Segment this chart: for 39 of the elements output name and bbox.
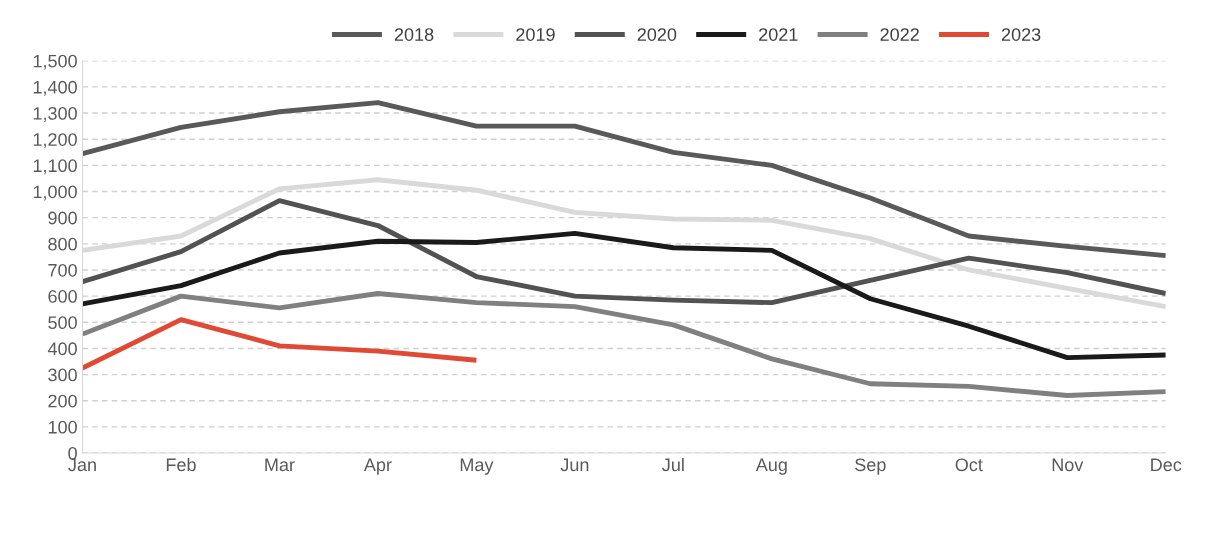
x-tick-label: Apr xyxy=(363,458,392,475)
y-tick-label: 600 xyxy=(48,290,77,303)
x-tick-label: Jul xyxy=(662,457,684,472)
y-tick-label: 1,200 xyxy=(33,133,77,149)
y-tick-label: 900 xyxy=(48,211,77,225)
x-tick-label: Jan xyxy=(68,458,96,472)
y-tick-label: 1,000 xyxy=(33,185,77,201)
y-tick-label: 0 xyxy=(68,446,77,460)
x-tick-label: Mar xyxy=(265,458,295,472)
y-tick-label: 100 xyxy=(48,420,77,434)
x-tick-label: Dec xyxy=(1151,458,1182,472)
x-tick-label: Jun xyxy=(560,458,589,472)
x-tick-label: Feb xyxy=(166,457,196,472)
legend-label: 2023 xyxy=(1001,28,1041,41)
y-tick-label: 400 xyxy=(47,342,77,356)
y-tick-label: 500 xyxy=(48,316,77,330)
legend-label: 2020 xyxy=(637,28,677,41)
y-tick-label: 1,100 xyxy=(33,159,77,175)
x-tick-label: Sep xyxy=(855,458,886,475)
legend-label: 2018 xyxy=(394,28,434,41)
y-tick-label: 700 xyxy=(48,263,77,277)
line-series xyxy=(82,291,1166,398)
y-tick-label: 1,400 xyxy=(33,80,77,96)
legend-label: 2019 xyxy=(516,28,555,41)
line-series xyxy=(82,230,1166,361)
line-series xyxy=(82,198,1166,306)
y-tick-label: 800 xyxy=(48,237,77,251)
y-tick-label: 200 xyxy=(48,394,77,408)
line-series xyxy=(82,317,479,371)
y-tick-label: 1,300 xyxy=(33,107,77,122)
x-tick-label: Nov xyxy=(1052,458,1084,472)
x-tick-label: Aug xyxy=(755,458,787,475)
line-series xyxy=(82,100,1166,259)
legend-label: 2022 xyxy=(880,28,919,41)
y-tick-label: 1,500 xyxy=(33,54,77,70)
x-tick-label: May xyxy=(460,458,494,475)
legend-label: 2021 xyxy=(759,28,798,41)
y-tick-label: 300 xyxy=(48,368,77,382)
x-tick-label: Oct xyxy=(955,458,983,472)
